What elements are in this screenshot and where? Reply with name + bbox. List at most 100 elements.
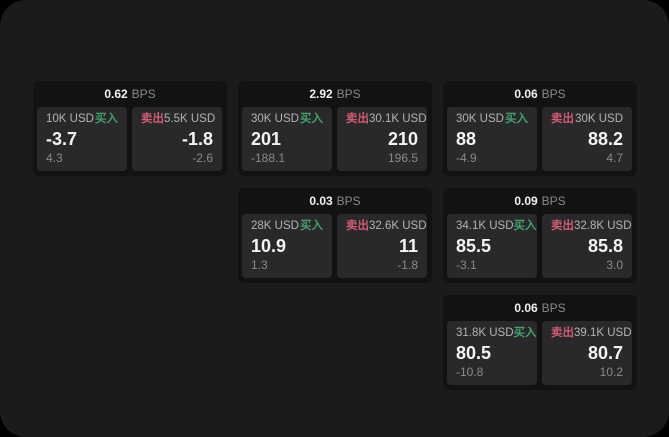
buy-side-label: 买入 xyxy=(513,220,537,232)
buy-amount: 28K USD xyxy=(251,220,299,232)
bps-unit: BPS xyxy=(131,87,156,101)
bps-value: 0.09 xyxy=(514,194,538,208)
buy-panel[interactable]: 30K USD 买入 201 -188.1 xyxy=(242,107,332,171)
sell-amount: 32.8K USD xyxy=(574,220,632,232)
sell-price: 11 xyxy=(398,235,418,256)
sell-price: 85.8 xyxy=(587,235,623,256)
quote-card: 0.09 BPS 34.1K USD 买入 85.5 -3.1 卖出 32.8K… xyxy=(443,188,637,283)
sell-panel[interactable]: 卖出 39.1K USD 80.7 10.2 xyxy=(542,321,632,385)
bps-value: 0.06 xyxy=(514,87,538,101)
quote-panels: 30K USD 买入 201 -188.1 卖出 30.1K USD 210 1… xyxy=(238,107,432,171)
buy-panel-top: 30K USD 买入 xyxy=(251,112,323,126)
buy-delta: 4.3 xyxy=(46,151,63,165)
buy-delta: -10.8 xyxy=(456,365,484,379)
quote-card: 0.62 BPS 10K USD 买入 -3.7 4.3 卖出 5.5K USD… xyxy=(33,81,227,176)
card-header: 0.06 BPS xyxy=(443,81,637,107)
sell-delta: 10.2 xyxy=(599,365,623,379)
bps-value: 0.06 xyxy=(514,301,538,315)
sell-delta: 196.5 xyxy=(387,151,418,165)
card-header: 0.62 BPS xyxy=(33,81,227,107)
card-header: 0.06 BPS xyxy=(443,295,637,321)
sell-side-label: 卖出 xyxy=(551,220,574,232)
buy-amount: 10K USD xyxy=(46,113,94,125)
sell-amount: 5.5K USD xyxy=(164,113,216,125)
bps-value: 0.03 xyxy=(309,194,333,208)
buy-amount: 30K USD xyxy=(456,113,504,125)
quote-grid: 0.62 BPS 10K USD 买入 -3.7 4.3 卖出 5.5K USD… xyxy=(33,81,637,390)
sell-panel[interactable]: 卖出 30K USD 88.2 4.7 xyxy=(542,107,632,171)
sell-amount: 39.1K USD xyxy=(574,327,632,339)
buy-price: 201 xyxy=(251,128,282,149)
buy-amount: 30K USD xyxy=(251,113,299,125)
buy-panel-top: 10K USD 买入 xyxy=(46,112,118,126)
buy-delta: -4.9 xyxy=(456,151,477,165)
quote-card: 2.92 BPS 30K USD 买入 201 -188.1 卖出 30.1K … xyxy=(238,81,432,176)
sell-panel-top: 卖出 39.1K USD xyxy=(551,326,632,340)
sell-amount: 30.1K USD xyxy=(369,113,427,125)
buy-delta: -3.1 xyxy=(456,258,477,272)
bps-value: 0.62 xyxy=(104,87,128,101)
sell-panel-top: 卖出 30K USD xyxy=(551,112,623,126)
buy-side-label: 买入 xyxy=(505,113,528,125)
buy-panel[interactable]: 34.1K USD 买入 85.5 -3.1 xyxy=(447,214,537,278)
card-header: 0.09 BPS xyxy=(443,188,637,214)
sell-delta: -2.6 xyxy=(192,151,213,165)
buy-price: 80.5 xyxy=(456,342,492,363)
buy-side-label: 买入 xyxy=(300,220,323,232)
sell-side-label: 卖出 xyxy=(551,113,574,125)
bps-unit: BPS xyxy=(541,301,566,315)
bps-unit: BPS xyxy=(541,194,566,208)
buy-price: 10.9 xyxy=(251,235,287,256)
quote-card: 0.06 BPS 31.8K USD 买入 80.5 -10.8 卖出 39.1… xyxy=(443,295,637,390)
buy-panel[interactable]: 30K USD 买入 88 -4.9 xyxy=(447,107,537,171)
sell-price: -1.8 xyxy=(181,128,213,149)
sell-panel-top: 卖出 32.6K USD xyxy=(346,219,427,233)
sell-panel[interactable]: 卖出 30.1K USD 210 196.5 xyxy=(337,107,427,171)
bps-unit: BPS xyxy=(541,87,566,101)
card-header: 2.92 BPS xyxy=(238,81,432,107)
sell-amount: 32.6K USD xyxy=(369,220,427,232)
sell-panel[interactable]: 卖出 5.5K USD -1.8 -2.6 xyxy=(132,107,222,171)
bps-value: 2.92 xyxy=(309,87,333,101)
quote-card: 0.03 BPS 28K USD 买入 10.9 1.3 卖出 32.6K US… xyxy=(238,188,432,283)
bps-unit: BPS xyxy=(336,194,361,208)
sell-price: 88.2 xyxy=(587,128,623,149)
quote-card: 0.06 BPS 30K USD 买入 88 -4.9 卖出 30K USD 8… xyxy=(443,81,637,176)
quote-panels: 28K USD 买入 10.9 1.3 卖出 32.6K USD 11 -1.8 xyxy=(238,214,432,278)
buy-panel-top: 28K USD 买入 xyxy=(251,219,323,233)
quote-panels: 10K USD 买入 -3.7 4.3 卖出 5.5K USD -1.8 -2.… xyxy=(33,107,227,171)
sell-delta: 3.0 xyxy=(606,258,623,272)
buy-panel[interactable]: 28K USD 买入 10.9 1.3 xyxy=(242,214,332,278)
buy-side-label: 买入 xyxy=(300,113,323,125)
sell-amount: 30K USD xyxy=(575,113,623,125)
buy-side-label: 买入 xyxy=(95,113,118,125)
buy-panel-top: 34.1K USD 买入 xyxy=(456,219,537,233)
buy-panel-top: 31.8K USD 买入 xyxy=(456,326,537,340)
buy-delta: -188.1 xyxy=(251,151,286,165)
sell-side-label: 卖出 xyxy=(141,113,164,125)
buy-price: 88 xyxy=(456,128,477,149)
quote-panels: 30K USD 买入 88 -4.9 卖出 30K USD 88.2 4.7 xyxy=(443,107,637,171)
buy-delta: 1.3 xyxy=(251,258,268,272)
card-header: 0.03 BPS xyxy=(238,188,432,214)
buy-panel[interactable]: 10K USD 买入 -3.7 4.3 xyxy=(37,107,127,171)
buy-amount: 34.1K USD xyxy=(456,220,514,232)
buy-price: 85.5 xyxy=(456,235,492,256)
sell-side-label: 卖出 xyxy=(551,327,574,339)
sell-panel[interactable]: 卖出 32.8K USD 85.8 3.0 xyxy=(542,214,632,278)
buy-amount: 31.8K USD xyxy=(456,327,514,339)
sell-panel-top: 卖出 5.5K USD xyxy=(141,112,216,126)
quote-panels: 31.8K USD 买入 80.5 -10.8 卖出 39.1K USD 80.… xyxy=(443,321,637,385)
sell-panel[interactable]: 卖出 32.6K USD 11 -1.8 xyxy=(337,214,427,278)
sell-price: 80.7 xyxy=(587,342,623,363)
sell-delta: 4.7 xyxy=(606,151,623,165)
buy-side-label: 买入 xyxy=(513,327,537,339)
buy-panel[interactable]: 31.8K USD 买入 80.5 -10.8 xyxy=(447,321,537,385)
quote-panels: 34.1K USD 买入 85.5 -3.1 卖出 32.8K USD 85.8… xyxy=(443,214,637,278)
sell-delta: -1.8 xyxy=(397,258,418,272)
sell-panel-top: 卖出 30.1K USD xyxy=(346,112,427,126)
sell-price: 210 xyxy=(387,128,418,149)
buy-panel-top: 30K USD 买入 xyxy=(456,112,528,126)
sell-side-label: 卖出 xyxy=(346,113,369,125)
